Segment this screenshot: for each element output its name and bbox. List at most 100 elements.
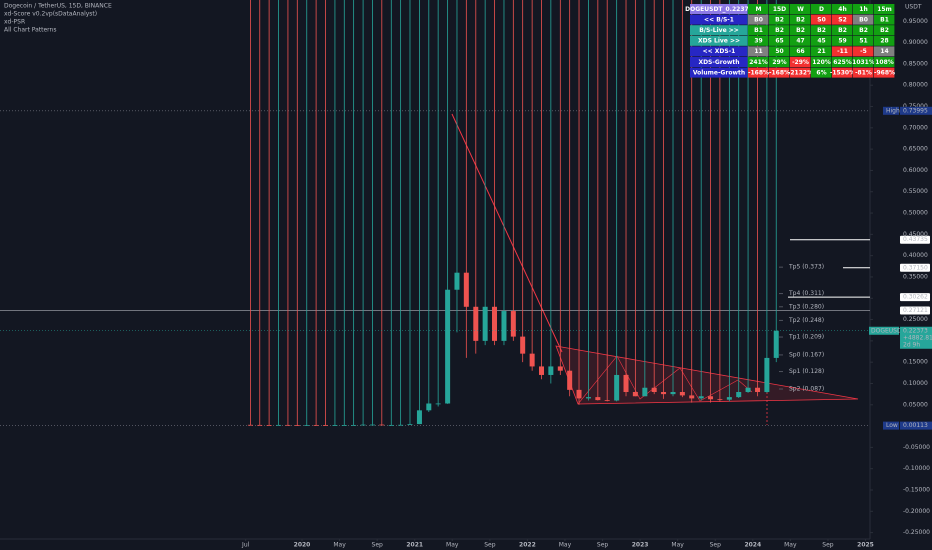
table-cell-bg [790, 46, 811, 57]
target-label: Tp3 (0.280) [788, 303, 824, 310]
table-cell: -11 [837, 48, 848, 55]
legend-line: Dogecoin / TetherUS, 15D, BINANCE [4, 3, 112, 10]
x-tick-label: May [559, 542, 572, 549]
candle-body [313, 424, 319, 426]
table-header: M [756, 6, 762, 13]
low-name-box [883, 421, 899, 430]
table-cell-bg [790, 57, 811, 67]
level-label: 0.27121 [903, 307, 928, 314]
table-header-bg [832, 4, 853, 14]
row-label-bg [690, 46, 748, 57]
y-tick-label: -0.20000 [903, 508, 930, 515]
level-label: 0.30262 [903, 294, 928, 301]
y-tick-label: -0.25000 [903, 529, 930, 536]
table-cell: B0 [859, 16, 868, 23]
table-cell: -1530% [830, 69, 855, 76]
candle-body [717, 399, 723, 401]
table-cell: 47 [796, 38, 804, 45]
y-tick-label: 0.70000 [903, 124, 928, 131]
table-cell: 14 [880, 48, 888, 55]
table-cell: 108% [875, 59, 894, 66]
table-header: 15m [877, 6, 892, 13]
table-cell: B2 [838, 27, 847, 34]
table-cell-bg [811, 46, 832, 57]
table-cell: -81% [855, 69, 872, 76]
y-tick-label: 0.60000 [903, 167, 928, 174]
candle-body [604, 400, 610, 401]
candle-body [632, 392, 638, 397]
x-tick-label: Sep [597, 542, 609, 549]
table-cell-bg [832, 25, 853, 36]
candle-body [454, 272, 460, 290]
candle-body [773, 330, 779, 358]
table-cell-bg [748, 46, 769, 57]
candle-body [670, 392, 676, 395]
row-label-bg [690, 57, 748, 67]
y-tick-label: -0.15000 [903, 487, 930, 494]
table-cell: S0 [817, 16, 826, 23]
candle-body [567, 370, 573, 390]
candle-body [360, 424, 366, 426]
candle-body [304, 424, 310, 426]
table-cell: 59 [838, 38, 846, 45]
candle-body [426, 403, 432, 411]
candle-body [445, 289, 451, 404]
row-label: XDS Live >> [698, 38, 740, 45]
table-header: 15D [773, 6, 786, 13]
table-cell-bg [769, 25, 790, 36]
table-header: 4h [838, 6, 846, 13]
candle-body [764, 357, 770, 392]
table-cell-bg [874, 57, 895, 67]
candle-body [745, 387, 751, 392]
y-tick-label: 0.80000 [903, 82, 928, 89]
candle-body [501, 311, 507, 341]
candle-body [351, 424, 357, 426]
table-cell: 120% [812, 59, 831, 66]
table-cell-bg [811, 57, 832, 67]
candle-body [416, 410, 422, 425]
table-cell: 50 [775, 48, 783, 55]
row-label-bg [690, 35, 748, 46]
table-cell-bg [874, 67, 895, 78]
table-cell: -168% [769, 69, 790, 76]
table-header-bg [811, 4, 832, 14]
level-tag [900, 263, 930, 272]
table-cell: B1 [880, 16, 889, 23]
y-tick-label: 0.15000 [903, 359, 928, 366]
candle-body [369, 424, 375, 426]
target-label: Tp4 (0.311) [788, 290, 824, 297]
table-cell: 1031% [852, 59, 875, 66]
legend-line: All Chart Patterns [4, 27, 56, 34]
candle-body [708, 396, 714, 400]
candle-body [679, 392, 685, 396]
candle-body [407, 424, 413, 425]
level-tag [900, 235, 930, 244]
table-cell: B2 [775, 27, 784, 34]
row-label-bg [690, 25, 748, 36]
candle-body [341, 425, 347, 426]
candle-body [576, 389, 582, 399]
candle-body [482, 306, 488, 341]
table-cell: B2 [817, 27, 826, 34]
candle-body [661, 392, 667, 395]
x-tick-label: Sep [822, 542, 834, 549]
target-label: Tp5 (0.373) [788, 264, 824, 271]
candle-body [726, 397, 732, 400]
table-cell-bg [874, 46, 895, 57]
row-label-bg [690, 67, 748, 78]
table-cell-bg [832, 46, 853, 57]
x-tick-label: 2022 [519, 542, 536, 549]
candle-body [435, 403, 441, 405]
x-tick-label: 2021 [406, 542, 423, 549]
candle-body [642, 387, 648, 397]
last-name: DOGEUSDT [871, 327, 906, 334]
target-label: Sp1 (0.128) [789, 368, 824, 375]
table-cell-bg [874, 14, 895, 25]
candle-body [276, 424, 282, 426]
table-cell-bg [853, 35, 874, 46]
candle-body [257, 424, 263, 426]
table-header-bg [690, 4, 748, 14]
y-tick-label: 0.05000 [903, 401, 928, 408]
target-label: Sp2 (0.087) [789, 386, 824, 393]
table-cell-bg [832, 67, 853, 78]
